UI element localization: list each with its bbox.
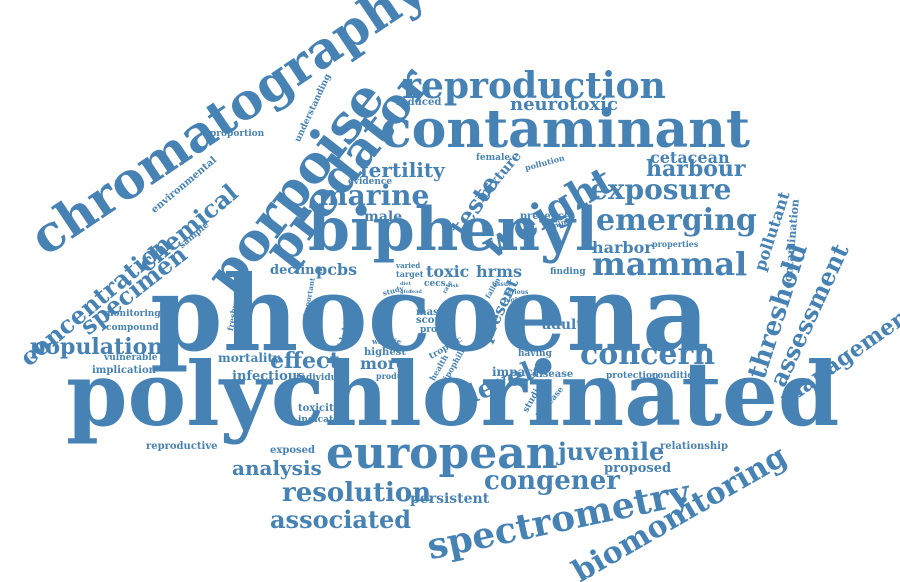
word-associated: associated	[270, 505, 411, 534]
word-varied: varied	[396, 261, 421, 270]
word-polychlorinated: polychlorinated	[66, 342, 840, 446]
word-impact: impact	[492, 365, 539, 379]
word-concern: concern	[580, 337, 716, 372]
word-effect: effect	[270, 348, 340, 374]
word-disease: disease	[532, 369, 574, 380]
word-finding: finding	[550, 267, 586, 277]
word-reproductive: reproductive	[146, 441, 218, 452]
word-properties: properties	[652, 239, 699, 249]
word-product: product	[376, 371, 412, 381]
word-fertility: fertility	[360, 158, 445, 182]
word-adult: adult	[542, 317, 583, 333]
word-profile: profile	[420, 325, 453, 335]
word-mammal: mammal	[592, 245, 748, 283]
word-phocoena: phocoena	[150, 252, 710, 375]
word-tissue: tissue	[492, 281, 512, 288]
word-european: european	[326, 428, 558, 479]
word-juvenile: juvenile	[558, 437, 665, 466]
word-proposed: proposed	[604, 461, 672, 476]
word-biphenyl: biphenyl	[308, 195, 598, 265]
word-diet: diet	[400, 281, 411, 287]
word-exposed: exposed	[270, 445, 315, 456]
word-emerging: emerging	[596, 203, 757, 238]
word-harbour: harbour	[646, 156, 746, 182]
word-relationship: relationship	[660, 441, 728, 452]
word-lead: lead	[410, 289, 422, 295]
word-pcbs: pcbs	[316, 260, 358, 279]
word-serious: serious	[504, 289, 529, 296]
word-hrms: hrms	[476, 262, 522, 281]
word-resolution: resolution	[282, 478, 432, 508]
word-reduced: reduced	[396, 97, 442, 108]
word-population: population	[30, 334, 164, 360]
word-proportion: proportion	[210, 129, 265, 139]
word-congener: congener	[484, 466, 620, 496]
word-harbor: harbor	[592, 238, 653, 257]
word-highest: highest	[364, 347, 406, 358]
word-monitoring: monitoring	[104, 309, 161, 319]
word-scope: scope	[416, 315, 448, 326]
word-vulnerable: vulnerable	[104, 353, 158, 363]
word-mas: mas	[416, 307, 439, 318]
word-persistent: persistent	[410, 491, 490, 507]
word-neurotoxic: neurotoxic	[510, 94, 618, 115]
word-exposure: exposure	[590, 173, 732, 206]
word-toxic: toxic	[426, 262, 470, 281]
word-target: target	[396, 269, 424, 279]
word-reproduction: reproduction	[402, 65, 666, 107]
word-contaminant: contaminant	[380, 99, 750, 160]
word-cecs: cecs	[424, 279, 446, 289]
word-marine: marine	[318, 179, 430, 212]
word-wildlife: wildlife	[372, 337, 402, 346]
word-condition: condition	[652, 371, 700, 381]
word-decline: decline	[270, 263, 323, 278]
word-cetacean: cetacean	[650, 148, 730, 167]
word-indicator: indicator	[298, 415, 344, 425]
word-mortality: mortality	[218, 351, 280, 365]
word-presence: presence	[520, 211, 571, 222]
word-infectious: infectious	[232, 369, 305, 384]
word-female: female	[476, 153, 511, 163]
word-toxicity: toxicity	[298, 403, 340, 414]
word-higher: higher	[504, 297, 527, 304]
word-male: male	[364, 209, 403, 225]
word-compound: compound	[106, 323, 159, 333]
word-more: more	[360, 354, 407, 373]
word-having: having	[518, 349, 552, 359]
word-evidence: evidence	[348, 177, 393, 187]
word-individual: individual	[296, 373, 347, 383]
word-analysis: analysis	[232, 456, 322, 480]
word-implication: implication	[92, 365, 156, 376]
word-risk: risk	[448, 283, 459, 289]
word-protection: protection	[606, 371, 659, 381]
word-gfof: gfof	[400, 289, 412, 295]
